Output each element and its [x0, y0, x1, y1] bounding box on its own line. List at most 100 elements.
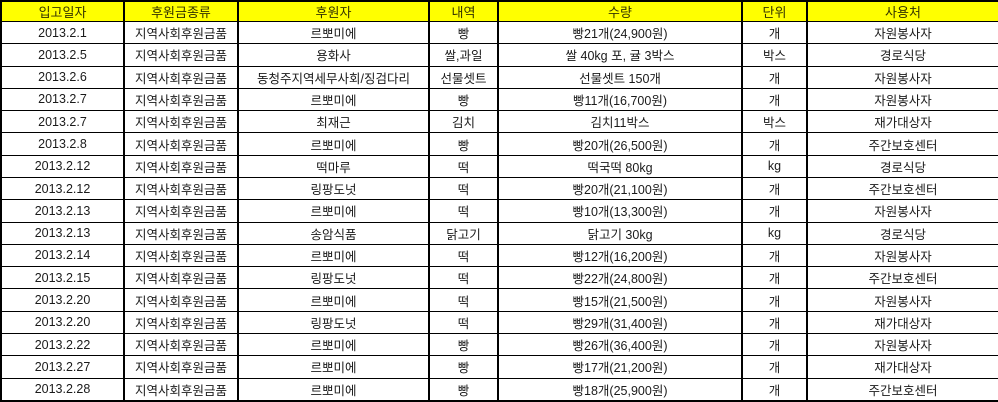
table-cell: 용화사 [237, 43, 430, 67]
table-cell: 박스 [741, 43, 808, 67]
table-cell: 닭고기 30kg [497, 221, 743, 245]
table-cell: 김치 [428, 110, 499, 134]
table-cell: 르뽀미에 [237, 288, 430, 312]
table-cell: 2013.2.12 [0, 176, 125, 201]
table-cell: 떡 [428, 266, 499, 290]
table-row: 2013.2.6 지역사회후원금품 동청주지역세무사회/징검다리 선물셋트 선물셋트 1… [0, 65, 998, 89]
table-cell: 2013.2.8 [0, 132, 125, 156]
header-row: 입고일자 후원금종류 후원자 내역 수량 단위 사용처 [0, 0, 998, 22]
table-cell: 빵26개(36,400원) [497, 332, 743, 357]
table-cell: 2013.2.7 [0, 110, 125, 134]
table-cell: 개 [741, 199, 808, 223]
table-cell: kg [741, 154, 808, 178]
table-cell: 링팡도넛 [237, 176, 430, 201]
table-row: 2013.2.12 지역사회후원금품 링팡도넛 떡 빵20개(21,100원) 개 주간보호… [0, 176, 998, 201]
table-row: 2013.2.13 지역사회후원금품 송암식품 닭고기 닭고기 30kg kg 경로식당 [0, 221, 998, 245]
table-cell: 르뽀미에 [237, 377, 430, 402]
table-cell: 주간보호센터 [806, 266, 998, 290]
table-cell: 쌀 40kg 포, 귤 3박스 [497, 43, 743, 67]
table-cell: 2013.2.1 [0, 20, 125, 45]
table-cell: 쌀,과일 [428, 43, 499, 67]
table-cell: 2013.2.12 [0, 154, 125, 178]
table-cell: 자원봉사자 [806, 199, 998, 223]
table-cell: 개 [741, 266, 808, 290]
table-cell: 떡 [428, 288, 499, 312]
table-cell: kg [741, 221, 808, 245]
table-cell: 개 [741, 20, 808, 45]
table-cell: 지역사회후원금품 [123, 288, 239, 312]
table-cell: 떡 [428, 154, 499, 178]
table-cell: 링팡도넛 [237, 266, 430, 290]
table-row: 2013.2.7 지역사회후원금품 최재근 김치 김치11박스 박스 재가대상자 [0, 110, 998, 134]
table-cell: 지역사회후원금품 [123, 154, 239, 178]
table-row: 2013.2.28 지역사회후원금품 르뽀미에 빵 빵18개(25,900원) 개 주간보호… [0, 377, 998, 402]
table-cell: 개 [741, 176, 808, 201]
table-cell: 지역사회후원금품 [123, 355, 239, 379]
table-cell: 2013.2.15 [0, 266, 125, 290]
table-cell: 2013.2.20 [0, 288, 125, 312]
table-cell: 개 [741, 355, 808, 379]
table-cell: 지역사회후원금품 [123, 310, 239, 334]
table-cell: 자원봉사자 [806, 332, 998, 357]
table-cell: 빵11개(16,700원) [497, 87, 743, 112]
table-cell: 떡 [428, 176, 499, 201]
table-row: 2013.2.14 지역사회후원금품 르뽀미에 떡 빵12개(16,200원) 개 자원봉사… [0, 243, 998, 268]
table-cell: 선물셋트 150개 [497, 65, 743, 89]
col-header-unit: 단위 [741, 0, 808, 22]
table-cell: 재가대상자 [806, 310, 998, 334]
table-cell: 개 [741, 87, 808, 112]
table-cell: 2013.2.7 [0, 87, 125, 112]
table-cell: 최재근 [237, 110, 430, 134]
table-cell: 르뽀미에 [237, 87, 430, 112]
table-cell: 2013.2.20 [0, 310, 125, 334]
table-cell: 지역사회후원금품 [123, 65, 239, 89]
table-cell: 르뽀미에 [237, 199, 430, 223]
table-cell: 지역사회후원금품 [123, 20, 239, 45]
table-row: 2013.2.8 지역사회후원금품 르뽀미에 빵 빵20개(26,500원) 개 주간보호센… [0, 132, 998, 156]
table-cell: 주간보호센터 [806, 132, 998, 156]
table-cell: 박스 [741, 110, 808, 134]
table-cell: 자원봉사자 [806, 65, 998, 89]
table-cell: 개 [741, 243, 808, 268]
table-cell: 빵10개(13,300원) [497, 199, 743, 223]
col-header-donation-type: 후원금종류 [123, 0, 239, 22]
table-cell: 르뽀미에 [237, 243, 430, 268]
table-cell: 빵 [428, 87, 499, 112]
col-header-quantity: 수량 [497, 0, 743, 22]
table-cell: 자원봉사자 [806, 288, 998, 312]
table-cell: 자원봉사자 [806, 243, 998, 268]
table-cell: 빵 [428, 377, 499, 402]
table-row: 2013.2.20 지역사회후원금품 르뽀미에 떡 빵15개(21,500원) 개 자원봉사… [0, 288, 998, 312]
table-cell: 자원봉사자 [806, 20, 998, 45]
table-row: 2013.2.1 지역사회후원금품 르뽀미에 빵 빵21개(24,900원) 개 자원봉사자 [0, 20, 998, 45]
table-body: 2013.2.1 지역사회후원금품 르뽀미에 빵 빵21개(24,900원) 개 자원봉사자… [0, 20, 998, 402]
table-cell: 빵15개(21,500원) [497, 288, 743, 312]
col-header-intake-date: 입고일자 [0, 0, 125, 22]
table-cell: 송암식품 [237, 221, 430, 245]
table-cell: 빵18개(25,900원) [497, 377, 743, 402]
table-cell: 2013.2.5 [0, 43, 125, 67]
table-cell: 빵21개(24,900원) [497, 20, 743, 45]
table-row: 2013.2.15 지역사회후원금품 링팡도넛 떡 빵22개(24,800원) 개 주간보호… [0, 266, 998, 290]
table-cell: 떡 [428, 199, 499, 223]
table-cell: 2013.2.13 [0, 221, 125, 245]
table-cell: 지역사회후원금품 [123, 332, 239, 357]
table-row: 2013.2.13 지역사회후원금품 르뽀미에 떡 빵10개(13,300원) 개 자원봉사… [0, 199, 998, 223]
col-header-description: 내역 [428, 0, 499, 22]
table-cell: 2013.2.13 [0, 199, 125, 223]
table-cell: 빵 [428, 332, 499, 357]
table-cell: 빵 [428, 20, 499, 45]
table-cell: 지역사회후원금품 [123, 221, 239, 245]
table-cell: 2013.2.22 [0, 332, 125, 357]
table-cell: 자원봉사자 [806, 87, 998, 112]
table-cell: 개 [741, 332, 808, 357]
col-header-donor: 후원자 [237, 0, 430, 22]
table-cell: 르뽀미에 [237, 332, 430, 357]
table-cell: 김치11박스 [497, 110, 743, 134]
table-cell: 빵12개(16,200원) [497, 243, 743, 268]
table-cell: 선물셋트 [428, 65, 499, 89]
table-cell: 떡마루 [237, 154, 430, 178]
table-cell: 재가대상자 [806, 355, 998, 379]
